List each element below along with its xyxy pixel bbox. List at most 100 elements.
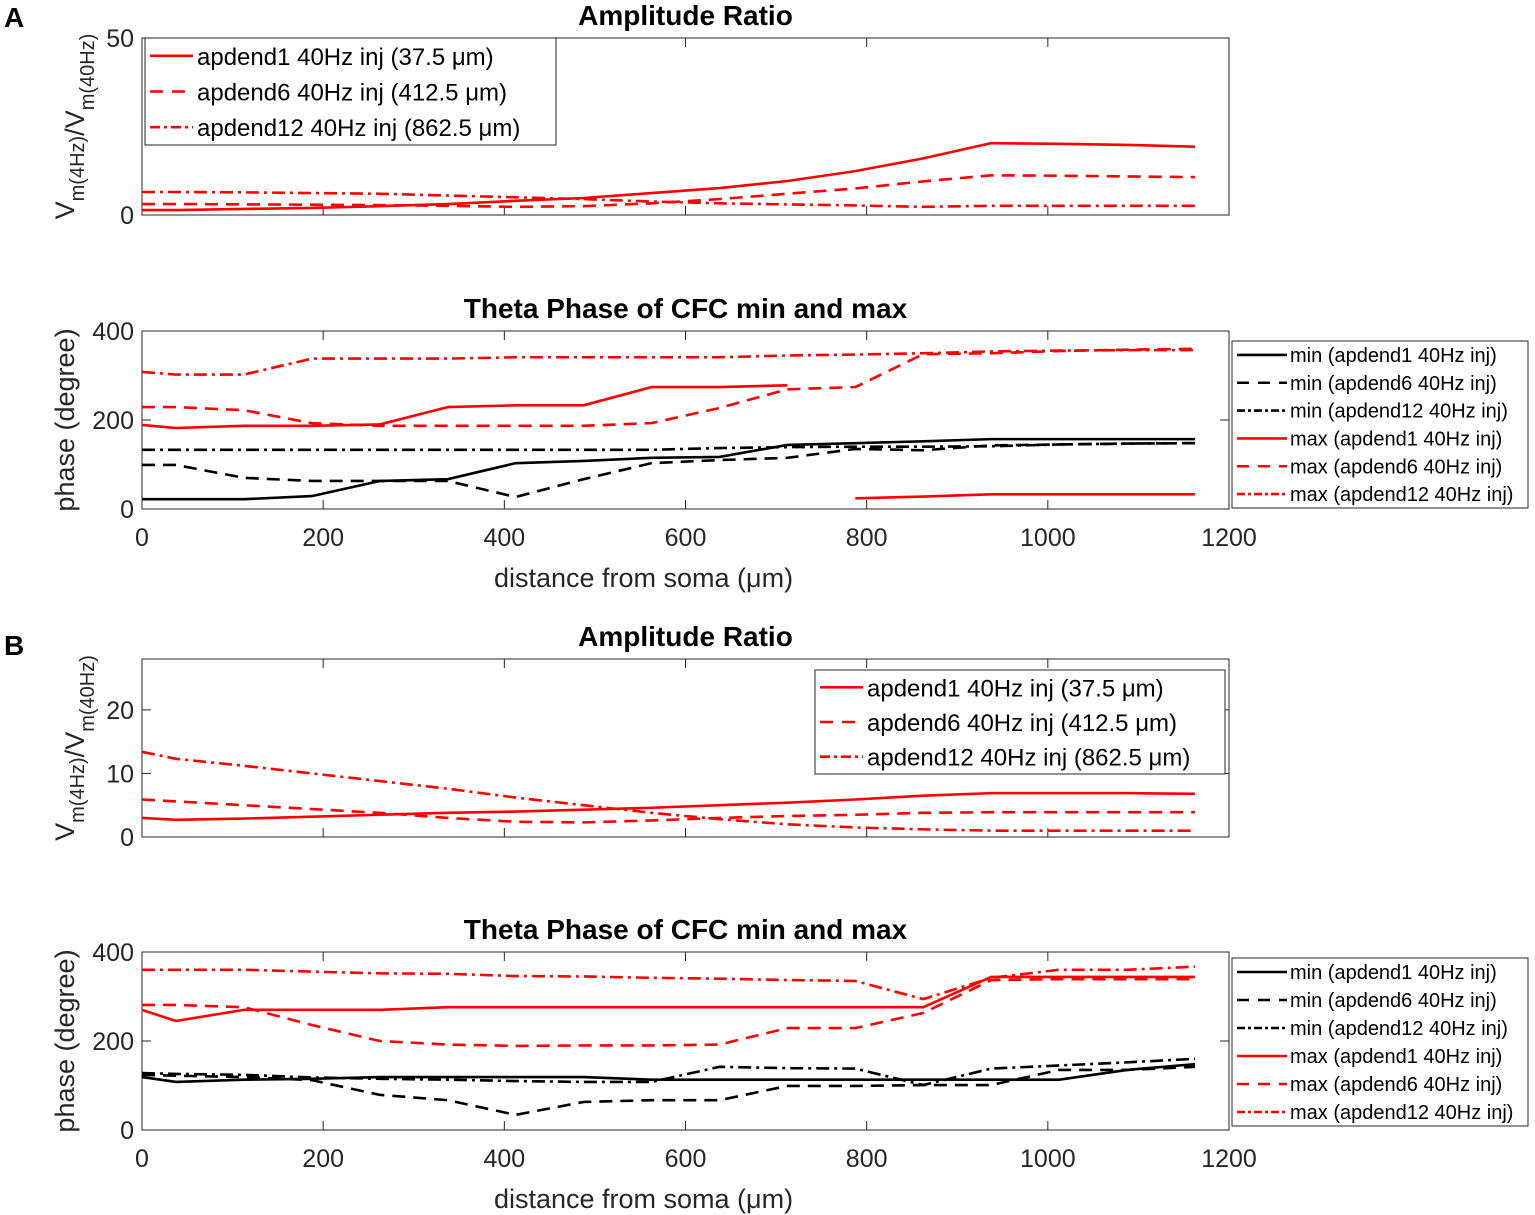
- series-line: [141, 1057, 1196, 1087]
- legend-entry: max (apdend12 40Hz inj): [1290, 484, 1513, 506]
- legend: min (apdend1 40Hz inj) min (apdend6 40Hz …: [1231, 340, 1529, 509]
- series-line: [141, 975, 1196, 1023]
- series-line: [141, 383, 788, 430]
- subplot-4: Theta Phase of CFC min and max 0 200 400 600…: [50, 914, 1529, 1214]
- series-dashed-red: [141, 798, 1196, 824]
- series-line: [141, 798, 1196, 824]
- y-tick-label: 400: [92, 939, 134, 967]
- axes-box: [141, 951, 1230, 1131]
- series-line: [855, 493, 1196, 500]
- x-tick-label: 800: [846, 1145, 888, 1173]
- y-axis-label: phase (degree): [50, 949, 80, 1132]
- legend-entry: min (apdend12 40Hz inj): [1290, 401, 1508, 423]
- y-tick-label: 0: [120, 1117, 134, 1145]
- panel-label-a: A: [4, 2, 24, 33]
- y-tick-label: 200: [92, 1028, 134, 1056]
- series-dashdot-red: [141, 348, 1196, 376]
- series-dashdot-red: [141, 750, 1196, 832]
- legend-entry: min (apdend1 40Hz inj): [1290, 345, 1497, 367]
- series-solid-black: [142, 437, 1196, 501]
- y-axis-label: Vm(4Hz)/Vm(40Hz): [50, 34, 99, 220]
- y-tick-label: 0: [120, 202, 134, 230]
- y-tick-label: 20: [106, 697, 134, 725]
- legend-entry: max (apdend1 40Hz inj): [1290, 428, 1502, 450]
- x-tick-label: 200: [302, 524, 344, 552]
- series-solid-red: [141, 383, 1196, 500]
- chart-title: Amplitude Ratio: [578, 0, 793, 31]
- series-line: [141, 1065, 1196, 1117]
- x-tick-label: 0: [135, 1145, 149, 1173]
- x-tick-label: 400: [483, 1145, 525, 1173]
- y-tick-label: 0: [120, 496, 134, 524]
- legend: apdend1 40Hz inj (37.5 μm) apdend6 40Hz i…: [144, 37, 557, 146]
- y-axis-label: Vm(4Hz)/Vm(40Hz): [50, 655, 99, 841]
- series-line: [142, 141, 1196, 212]
- series-line: [142, 437, 1196, 501]
- series-line: [142, 977, 1196, 1048]
- x-tick-label: 1200: [1201, 524, 1257, 552]
- x-tick-label: 600: [665, 524, 707, 552]
- legend-entry: min (apdend6 40Hz inj): [1290, 373, 1497, 395]
- x-tick-label: 0: [135, 524, 149, 552]
- legend-entry: apdend12 40Hz inj (862.5 μm): [197, 115, 520, 142]
- series-dashdot-black: [141, 1057, 1196, 1087]
- legend-entry: apdend12 40Hz inj (862.5 μm): [867, 745, 1190, 772]
- chart-title: Theta Phase of CFC min and max: [464, 914, 908, 945]
- legend-entry: apdend1 40Hz inj (37.5 μm): [197, 44, 494, 71]
- series-line: [141, 791, 1196, 822]
- chart-title: Amplitude Ratio: [578, 621, 793, 652]
- legend-entry: max (apdend12 40Hz inj): [1290, 1102, 1513, 1124]
- x-tick-label: 1000: [1020, 1145, 1076, 1173]
- y-tick-label: 50: [106, 25, 134, 53]
- series-dashed-black: [142, 441, 1196, 499]
- legend: apdend1 40Hz inj (37.5 μm) apdend6 40Hz i…: [814, 669, 1226, 775]
- series-line: [141, 750, 1196, 832]
- x-tick-label: 600: [665, 1145, 707, 1173]
- series-dashed-black: [141, 1065, 1196, 1117]
- legend-entry: apdend6 40Hz inj (412.5 μm): [197, 80, 507, 107]
- legend-box: [1231, 340, 1529, 509]
- legend-box: [814, 669, 1226, 775]
- legend-entry: min (apdend12 40Hz inj): [1290, 1018, 1508, 1040]
- y-tick-label: 0: [120, 824, 134, 852]
- series-line: [142, 347, 1196, 428]
- legend-entry: min (apdend6 40Hz inj): [1290, 990, 1497, 1012]
- legend-box: [144, 37, 557, 146]
- legend-box: [1231, 957, 1529, 1127]
- series-line: [142, 441, 1196, 499]
- subplot-2: Theta Phase of CFC min and max 0 200 400 600…: [50, 293, 1529, 593]
- series-solid-red: [142, 141, 1196, 212]
- legend-entry: min (apdend1 40Hz inj): [1290, 962, 1497, 984]
- series-dashed-red: [142, 347, 1196, 428]
- series-dashed-red: [142, 174, 1196, 209]
- x-tick-label: 1200: [1201, 1145, 1257, 1173]
- x-tick-label: 1000: [1020, 524, 1076, 552]
- panel-label-b: B: [4, 630, 24, 661]
- series-dashed-red: [142, 977, 1196, 1048]
- legend-entry: apdend1 40Hz inj (37.5 μm): [867, 675, 1164, 702]
- legend-entry: apdend6 40Hz inj (412.5 μm): [867, 710, 1177, 737]
- x-tick-label: 800: [846, 524, 888, 552]
- y-axis-label: phase (degree): [50, 328, 80, 511]
- series-line: [142, 174, 1196, 209]
- legend: min (apdend1 40Hz inj) min (apdend6 40Hz …: [1231, 957, 1529, 1127]
- y-tick-label: 10: [106, 760, 134, 788]
- axes-box: [141, 330, 1230, 510]
- x-tick-label: 400: [483, 524, 525, 552]
- legend-entry: max (apdend6 40Hz inj): [1290, 456, 1502, 478]
- series-dashdot-red: [142, 965, 1196, 1001]
- chart-title: Theta Phase of CFC min and max: [464, 293, 908, 324]
- series-line: [141, 348, 1196, 376]
- series-solid-red: [141, 791, 1196, 822]
- legend-entry: max (apdend6 40Hz inj): [1290, 1074, 1502, 1096]
- series-solid-red: [141, 975, 1196, 1023]
- y-tick-label: 200: [92, 407, 134, 435]
- legend-entry: max (apdend1 40Hz inj): [1290, 1046, 1502, 1068]
- x-axis-label: distance from soma (μm): [494, 563, 793, 593]
- x-tick-label: 200: [302, 1145, 344, 1173]
- y-tick-label: 400: [92, 318, 134, 346]
- x-axis-label: distance from soma (μm): [494, 1184, 793, 1214]
